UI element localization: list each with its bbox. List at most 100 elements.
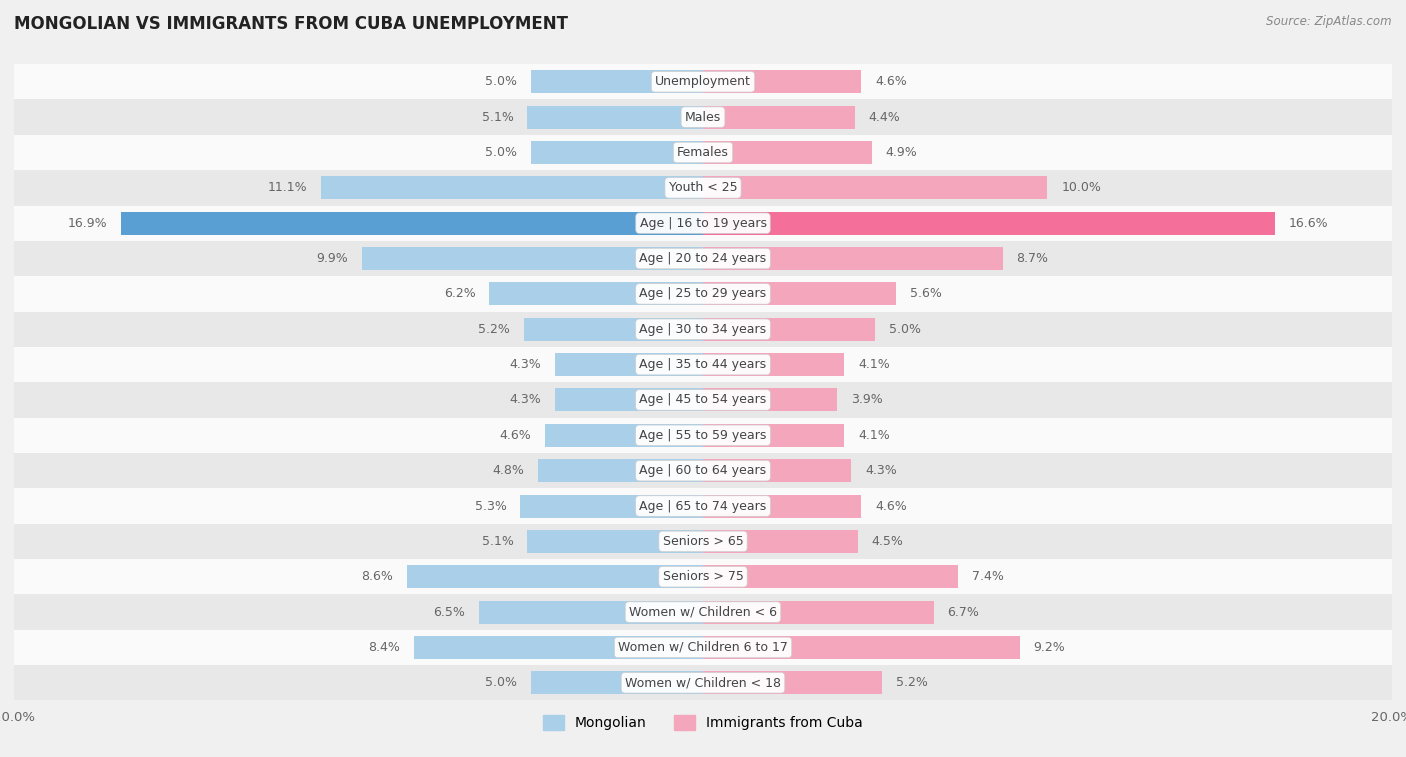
Text: Women w/ Children < 6: Women w/ Children < 6 <box>628 606 778 618</box>
Bar <box>703 318 875 341</box>
Text: 11.1%: 11.1% <box>267 182 307 195</box>
Text: 7.4%: 7.4% <box>972 570 1004 583</box>
Bar <box>14 276 1392 312</box>
Bar <box>489 282 703 305</box>
Text: 4.3%: 4.3% <box>509 358 541 371</box>
Text: 4.6%: 4.6% <box>875 500 907 512</box>
Text: 5.3%: 5.3% <box>475 500 506 512</box>
Bar <box>14 559 1392 594</box>
Bar <box>703 353 844 376</box>
Text: Women w/ Children < 18: Women w/ Children < 18 <box>626 676 780 690</box>
Text: 4.6%: 4.6% <box>499 428 531 442</box>
Bar <box>555 353 703 376</box>
Bar <box>537 459 703 482</box>
Bar <box>703 388 838 412</box>
Text: Age | 35 to 44 years: Age | 35 to 44 years <box>640 358 766 371</box>
Text: Unemployment: Unemployment <box>655 75 751 89</box>
Text: 4.6%: 4.6% <box>875 75 907 89</box>
Text: Age | 30 to 34 years: Age | 30 to 34 years <box>640 322 766 336</box>
Text: Women w/ Children 6 to 17: Women w/ Children 6 to 17 <box>619 641 787 654</box>
Text: 6.7%: 6.7% <box>948 606 980 618</box>
Legend: Mongolian, Immigrants from Cuba: Mongolian, Immigrants from Cuba <box>537 710 869 736</box>
Text: 5.6%: 5.6% <box>910 288 942 301</box>
Text: Youth < 25: Youth < 25 <box>669 182 737 195</box>
Text: 5.2%: 5.2% <box>896 676 928 690</box>
Text: 3.9%: 3.9% <box>851 394 883 407</box>
Text: 9.9%: 9.9% <box>316 252 349 265</box>
Text: 4.3%: 4.3% <box>509 394 541 407</box>
Bar <box>544 424 703 447</box>
Text: 6.2%: 6.2% <box>444 288 475 301</box>
Text: 10.0%: 10.0% <box>1062 182 1101 195</box>
Bar <box>14 630 1392 665</box>
Bar <box>14 453 1392 488</box>
Bar <box>531 70 703 93</box>
Bar <box>520 494 703 518</box>
Text: MONGOLIAN VS IMMIGRANTS FROM CUBA UNEMPLOYMENT: MONGOLIAN VS IMMIGRANTS FROM CUBA UNEMPL… <box>14 15 568 33</box>
Text: Age | 45 to 54 years: Age | 45 to 54 years <box>640 394 766 407</box>
Text: 16.9%: 16.9% <box>67 217 107 229</box>
Text: 5.1%: 5.1% <box>482 535 513 548</box>
Bar <box>14 64 1392 99</box>
Bar <box>703 671 882 694</box>
Text: Females: Females <box>678 146 728 159</box>
Text: 8.6%: 8.6% <box>361 570 392 583</box>
Bar <box>14 347 1392 382</box>
Text: Age | 65 to 74 years: Age | 65 to 74 years <box>640 500 766 512</box>
Bar <box>703 212 1275 235</box>
Text: Age | 25 to 29 years: Age | 25 to 29 years <box>640 288 766 301</box>
Bar <box>14 170 1392 205</box>
Bar <box>406 565 703 588</box>
Text: 5.0%: 5.0% <box>485 75 517 89</box>
Bar <box>703 141 872 164</box>
Text: 4.4%: 4.4% <box>869 111 900 123</box>
Text: 4.5%: 4.5% <box>872 535 904 548</box>
Text: 8.7%: 8.7% <box>1017 252 1049 265</box>
Text: 6.5%: 6.5% <box>433 606 465 618</box>
Bar <box>703 424 844 447</box>
Bar <box>14 205 1392 241</box>
Bar <box>14 418 1392 453</box>
Bar <box>361 247 703 270</box>
Bar <box>531 141 703 164</box>
Bar <box>703 565 957 588</box>
Bar <box>524 318 703 341</box>
Text: 4.1%: 4.1% <box>858 358 890 371</box>
Bar <box>14 488 1392 524</box>
Bar <box>703 459 851 482</box>
Bar <box>14 594 1392 630</box>
Bar <box>527 106 703 129</box>
Bar <box>14 382 1392 418</box>
Bar <box>703 247 1002 270</box>
Bar <box>531 671 703 694</box>
Bar <box>703 176 1047 199</box>
Text: Seniors > 75: Seniors > 75 <box>662 570 744 583</box>
Text: 5.1%: 5.1% <box>482 111 513 123</box>
Bar <box>703 70 862 93</box>
Text: Age | 20 to 24 years: Age | 20 to 24 years <box>640 252 766 265</box>
Text: 5.0%: 5.0% <box>485 146 517 159</box>
Bar <box>14 312 1392 347</box>
Bar <box>14 135 1392 170</box>
Text: Source: ZipAtlas.com: Source: ZipAtlas.com <box>1267 15 1392 28</box>
Bar <box>413 636 703 659</box>
Text: Males: Males <box>685 111 721 123</box>
Text: 5.0%: 5.0% <box>889 322 921 336</box>
Bar <box>703 282 896 305</box>
Text: 4.9%: 4.9% <box>886 146 917 159</box>
Bar <box>14 524 1392 559</box>
Bar <box>703 106 855 129</box>
Text: 4.1%: 4.1% <box>858 428 890 442</box>
Text: 4.3%: 4.3% <box>865 464 897 477</box>
Bar <box>14 99 1392 135</box>
Text: 5.2%: 5.2% <box>478 322 510 336</box>
Bar <box>14 665 1392 700</box>
Text: Age | 60 to 64 years: Age | 60 to 64 years <box>640 464 766 477</box>
Bar <box>555 388 703 412</box>
Text: 4.8%: 4.8% <box>492 464 524 477</box>
Bar <box>321 176 703 199</box>
Bar <box>703 494 862 518</box>
Text: Age | 16 to 19 years: Age | 16 to 19 years <box>640 217 766 229</box>
Bar <box>479 600 703 624</box>
Bar <box>703 530 858 553</box>
